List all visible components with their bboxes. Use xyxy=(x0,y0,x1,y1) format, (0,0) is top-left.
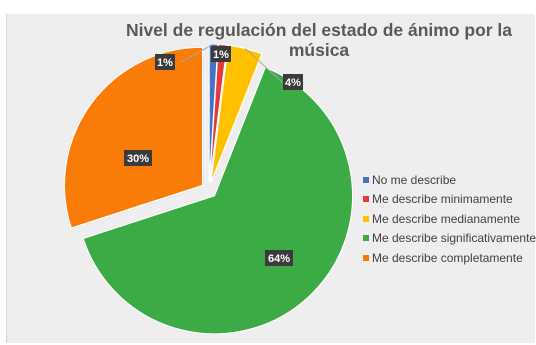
data-label-medianamente: 4% xyxy=(285,77,301,89)
legend-item-significativamente: Me describe significativamente xyxy=(363,229,536,249)
data-label-minimamente: 1% xyxy=(213,49,229,61)
legend-item-minimamente: Me describe minimamente xyxy=(363,190,536,210)
data-label-no-me-describe: 1% xyxy=(157,57,173,69)
data-label-completamente: 30% xyxy=(127,153,149,165)
legend-swatch-completamente xyxy=(363,255,369,261)
legend: No me describe Me describe minimamente Me … xyxy=(363,170,536,268)
legend-label-significativamente: Me describe significativamente xyxy=(372,231,536,245)
legend-item-completamente: Me describe completamente xyxy=(363,248,536,268)
legend-label-completamente: Me describe completamente xyxy=(372,251,523,265)
legend-swatch-significativamente xyxy=(363,235,369,241)
legend-label-no-me-describe: No me describe xyxy=(372,173,456,187)
legend-item-medianamente: Me describe medianamente xyxy=(363,209,536,229)
legend-swatch-medianamente xyxy=(363,216,369,222)
pie-slice-completamente xyxy=(65,47,203,228)
legend-swatch-minimamente xyxy=(363,196,369,202)
legend-item-no-me-describe: No me describe xyxy=(363,170,536,190)
legend-label-minimamente: Me describe minimamente xyxy=(372,192,513,206)
legend-label-medianamente: Me describe medianamente xyxy=(372,212,520,226)
chart-area: Nivel de regulación del estado de ánimo … xyxy=(6,14,535,343)
top-strip xyxy=(0,0,536,14)
legend-swatch-no-me-describe xyxy=(363,177,369,183)
data-label-significativamente: 64% xyxy=(268,253,290,265)
